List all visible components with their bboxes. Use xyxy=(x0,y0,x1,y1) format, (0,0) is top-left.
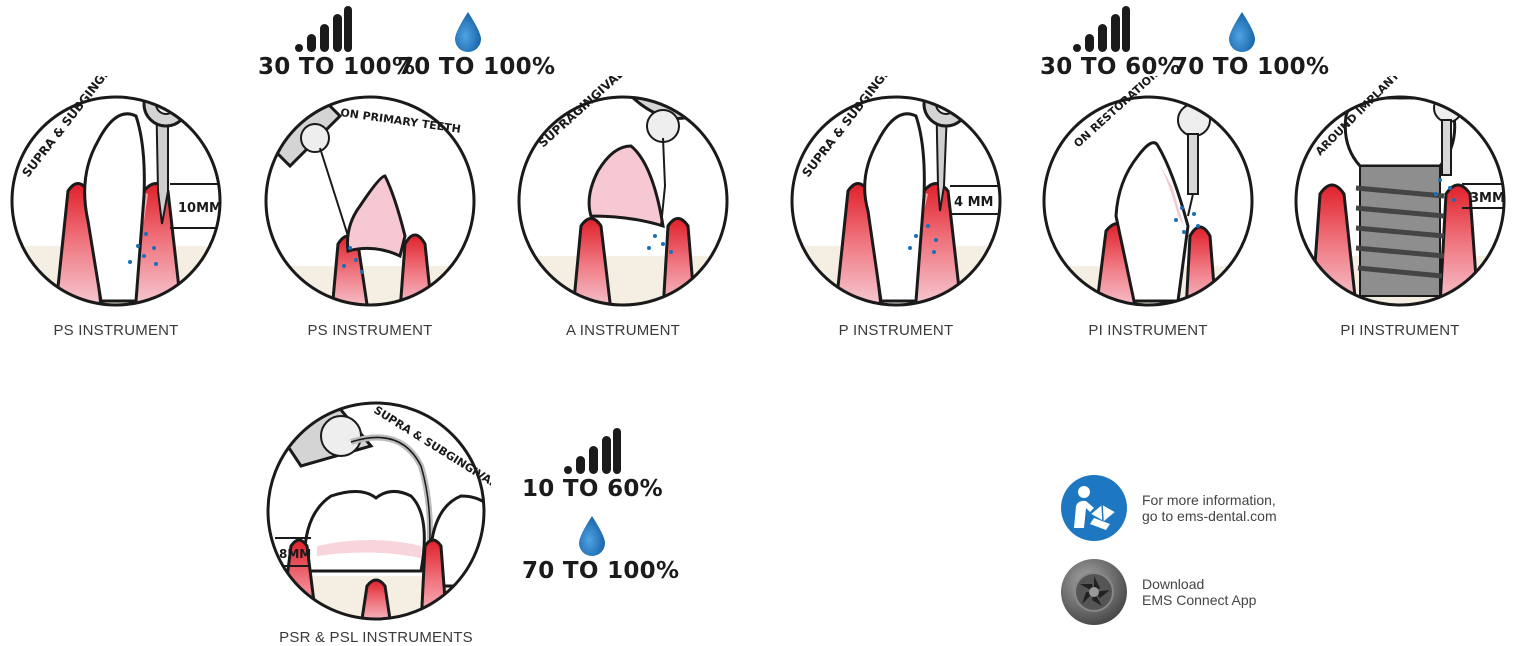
caption-a-instrument: A INSTRUMENT xyxy=(565,322,681,339)
depth-label: 8MM xyxy=(279,547,311,561)
illustration-pi-restorations: ON RESTORATIONS xyxy=(1038,76,1258,316)
illustration-p-supra-subgingival: 4 MM SUPRA & SUBGINGIVAL xyxy=(786,76,1006,316)
power-range: 30 TO 60% xyxy=(1040,54,1182,80)
caption-ps-instrument: PS INSTRUMENT xyxy=(53,322,179,339)
depth-label: 3MM xyxy=(1470,191,1505,206)
water-drop-icon xyxy=(579,516,605,556)
illustration-pi-implants: 3MM AROUND IMPLANTS xyxy=(1290,76,1510,316)
caption-pi-instrument: PI INSTRUMENT xyxy=(1088,322,1208,339)
water-range: 70 TO 100% xyxy=(398,54,556,80)
water-range: 70 TO 100% xyxy=(1172,54,1330,80)
manual-line1: For more information, xyxy=(1142,492,1276,508)
caption-pi-instrument: PI INSTRUMENT xyxy=(1340,322,1460,339)
app-info-row[interactable]: Download EMS Connect App xyxy=(1060,558,1256,626)
illustration-ps-supra-subgingival: 10MM SUPRA & SUBGINGIVAL xyxy=(6,76,226,316)
water-range: 70 TO 100% xyxy=(522,558,680,584)
caption-p-instrument: P INSTRUMENT xyxy=(838,322,954,339)
caption-ps-instrument: PS INSTRUMENT xyxy=(307,322,433,339)
caption-psr-psl-instruments: PSR & PSL INSTRUMENTS xyxy=(279,629,473,646)
water-setting-group3: 70 TO 100% xyxy=(522,514,680,584)
water-drop-icon xyxy=(1229,12,1255,52)
manual-reader-icon xyxy=(1061,475,1127,541)
depth-label: 10MM xyxy=(178,201,222,216)
water-drop-icon xyxy=(455,12,481,52)
power-setting-group1: 30 TO 100% xyxy=(258,6,416,80)
manual-line2[interactable]: go to ems-dental.com xyxy=(1142,508,1277,524)
power-setting-group2: 30 TO 60% xyxy=(1040,6,1182,80)
water-setting-group1: 70 TO 100% xyxy=(398,10,556,80)
app-line2[interactable]: EMS Connect App xyxy=(1142,592,1257,608)
power-range: 10 TO 60% xyxy=(522,476,664,502)
signal-bars-icon xyxy=(295,6,352,52)
illustration-a-supragingival: SUPRAGINGIVAL xyxy=(513,76,733,316)
illustration-ps-primary-teeth: ON PRIMARY TEETH xyxy=(260,76,480,316)
signal-bars-icon xyxy=(564,428,621,474)
power-range: 30 TO 100% xyxy=(258,54,416,80)
power-setting-group3: 10 TO 60% xyxy=(522,428,664,502)
manual-info-row[interactable]: For more information, go to ems-dental.c… xyxy=(1060,474,1277,542)
app-line1: Download xyxy=(1142,576,1205,592)
illustration-psr-psl: 8MM SUPRA & SUBGINGIVAL xyxy=(261,396,491,626)
water-setting-group2: 70 TO 100% xyxy=(1172,10,1330,80)
depth-label: 4 MM xyxy=(954,195,993,210)
ems-connect-app-icon xyxy=(1061,559,1127,625)
signal-bars-icon xyxy=(1073,6,1130,52)
